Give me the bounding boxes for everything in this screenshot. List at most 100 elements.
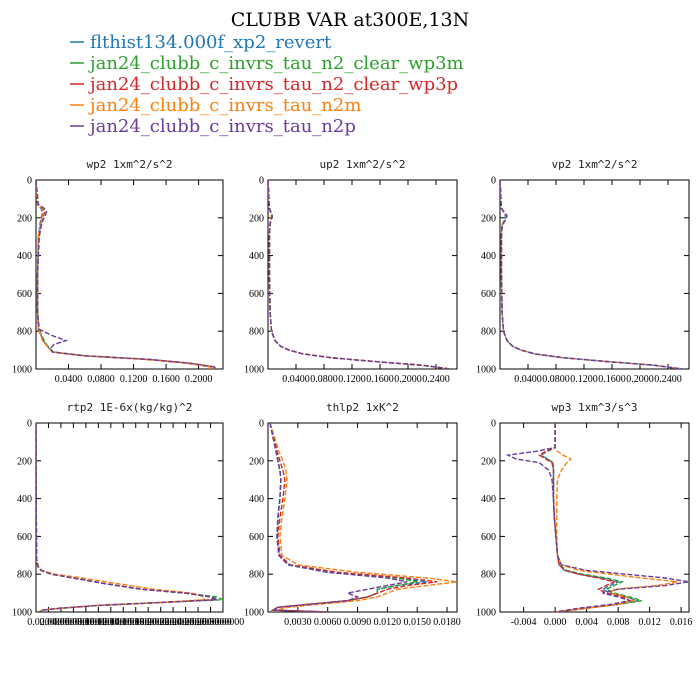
x-tick-label: 0.0030 — [284, 617, 312, 628]
y-tick-label: 0 — [259, 176, 264, 187]
series-line-red — [269, 423, 438, 612]
series-line-purple — [36, 423, 218, 612]
plot-frame — [499, 179, 690, 370]
x-tick-label: 0.2000 — [394, 374, 422, 385]
figure-title: CLUBB VAR at300E,13N — [231, 9, 470, 31]
plot-frame — [35, 422, 224, 613]
y-tick-label: 0 — [491, 176, 496, 187]
y-tick-label: 400 — [249, 251, 264, 262]
y-tick-label: 1000 — [244, 365, 264, 376]
plot-frame — [35, 179, 224, 370]
y-tick-label: 1000 — [12, 608, 32, 619]
series-line-orange — [36, 180, 212, 369]
panel-title: wp3 1xm^3/s^3 — [551, 401, 637, 414]
series-line-orange — [268, 180, 451, 369]
y-tick-label: 800 — [17, 570, 32, 581]
x-tick-label: 0.1200000 — [90, 617, 133, 628]
x-tick-label: 0.2800000 — [189, 617, 232, 628]
series-line-orange — [269, 423, 457, 612]
x-tick-label: 0.0600000 — [52, 617, 95, 628]
x-tick-label: 0.2200000 — [152, 617, 195, 628]
x-tick-label: 0.012 — [638, 617, 661, 628]
x-tick-label: 0.004 — [575, 617, 598, 628]
series-line-green — [268, 180, 451, 369]
x-tick-label: 0.1600 — [598, 374, 626, 385]
x-tick-label: 0.3000000 — [202, 617, 245, 628]
y-tick-label: 600 — [249, 532, 264, 543]
x-tick-label: 0.2400000 — [164, 617, 207, 628]
panel-3: rtp2 1E-6x(kg/kg)^2 0 200 400 600 800 10000.02… — [12, 401, 244, 628]
legend-entry: jan24_clubb_c_invrs_tau_n2m — [70, 95, 361, 116]
x-tick-label: 0.0800 — [542, 374, 570, 385]
panel-1: up2 1xm^2/s^2 0 200 400 600 800 1000 0.0400 0.08… — [244, 158, 458, 385]
series-line-red — [36, 180, 216, 369]
x-tick-label: 0.2400 — [422, 374, 450, 385]
x-tick-label: 0.0120 — [374, 617, 402, 628]
series-group — [268, 180, 451, 369]
legend: flthist134.000f_xp2_revert jan24_clubb_c… — [70, 32, 464, 137]
y-tick-label: 200 — [481, 456, 496, 467]
series-line-red — [538, 423, 632, 612]
y-tick-label: 800 — [249, 570, 264, 581]
series-line-red — [500, 180, 683, 369]
panel-title: vp2 1xm^2/s^2 — [551, 158, 637, 171]
series-line-blue — [36, 180, 216, 369]
series-line-purple — [36, 180, 216, 369]
plot-frame — [267, 422, 458, 613]
panel-4: thlp2 1xK^2 0 200 400 600 800 1000 0.0030 0.0060… — [244, 401, 461, 628]
x-tick-label: 0.2000000 — [139, 617, 182, 628]
series-line-green — [36, 423, 223, 612]
series-line-purple — [269, 423, 408, 612]
x-tick-label: 0.2000 — [626, 374, 654, 385]
series-line-orange — [500, 180, 683, 369]
legend-entry: flthist134.000f_xp2_revert — [70, 32, 332, 53]
series-line-orange — [554, 423, 678, 612]
x-tick-label: 0.0400000 — [40, 617, 83, 628]
x-tick-label: 0.1800000 — [127, 617, 170, 628]
legend-entry: jan24_clubb_c_invrs_tau_n2p — [70, 116, 356, 137]
y-tick-label: 800 — [481, 570, 496, 581]
y-tick-label: 800 — [481, 327, 496, 338]
legend-label-3: jan24_clubb_c_invrs_tau_n2m — [88, 95, 361, 116]
series-line-purple — [268, 180, 451, 369]
series-line-green — [36, 180, 216, 369]
x-tick-label: 0.008 — [607, 617, 630, 628]
y-tick-label: 200 — [17, 456, 32, 467]
x-tick-label: 0.0150 — [403, 617, 431, 628]
legend-entry: jan24_clubb_c_invrs_tau_n2_clear_wp3m — [70, 53, 464, 74]
x-tick-label: 0.1600 — [366, 374, 394, 385]
y-tick-label: 600 — [481, 289, 496, 300]
panel-title: thlp2 1xK^2 — [326, 401, 399, 414]
series-line-blue — [500, 180, 683, 369]
x-tick-label: 0.1600 — [152, 374, 180, 385]
series-line-blue — [539, 423, 639, 612]
legend-label-2: jan24_clubb_c_invrs_tau_n2_clear_wp3p — [88, 74, 458, 95]
x-tick-label: 0.1400000 — [102, 617, 145, 628]
series-line-red — [36, 423, 216, 612]
series-group — [269, 423, 457, 612]
legend-label-1: jan24_clubb_c_invrs_tau_n2_clear_wp3m — [88, 53, 464, 74]
series-group — [36, 423, 223, 612]
series-line-orange — [36, 423, 206, 612]
series-line-green — [269, 423, 418, 612]
y-tick-label: 200 — [481, 213, 496, 224]
series-line-blue — [36, 423, 219, 612]
x-tick-label: 0.0800 — [87, 374, 115, 385]
x-tick-label: 0.0400 — [55, 374, 83, 385]
x-tick-label: 0.0200000 — [27, 617, 70, 628]
series-line-blue — [268, 180, 451, 369]
y-tick-label: 1000 — [476, 365, 496, 376]
x-tick-label: 0.0400 — [514, 374, 542, 385]
panel-title: wp2 1xm^2/s^2 — [86, 158, 172, 171]
y-tick-label: 1000 — [12, 365, 32, 376]
y-tick-label: 0 — [491, 419, 496, 430]
legend-entry: jan24_clubb_c_invrs_tau_n2_clear_wp3p — [70, 74, 458, 95]
y-tick-label: 0 — [27, 419, 32, 430]
x-tick-label: 0.1000000 — [77, 617, 120, 628]
x-tick-label: 0.016 — [670, 617, 693, 628]
y-tick-label: 400 — [481, 251, 496, 262]
x-tick-label: 0.0800 — [310, 374, 338, 385]
panel-0: wp2 1xm^2/s^2 0 200 400 600 800 1000 0.0400 0.08… — [12, 158, 224, 385]
legend-label-4: jan24_clubb_c_invrs_tau_n2p — [88, 116, 356, 137]
